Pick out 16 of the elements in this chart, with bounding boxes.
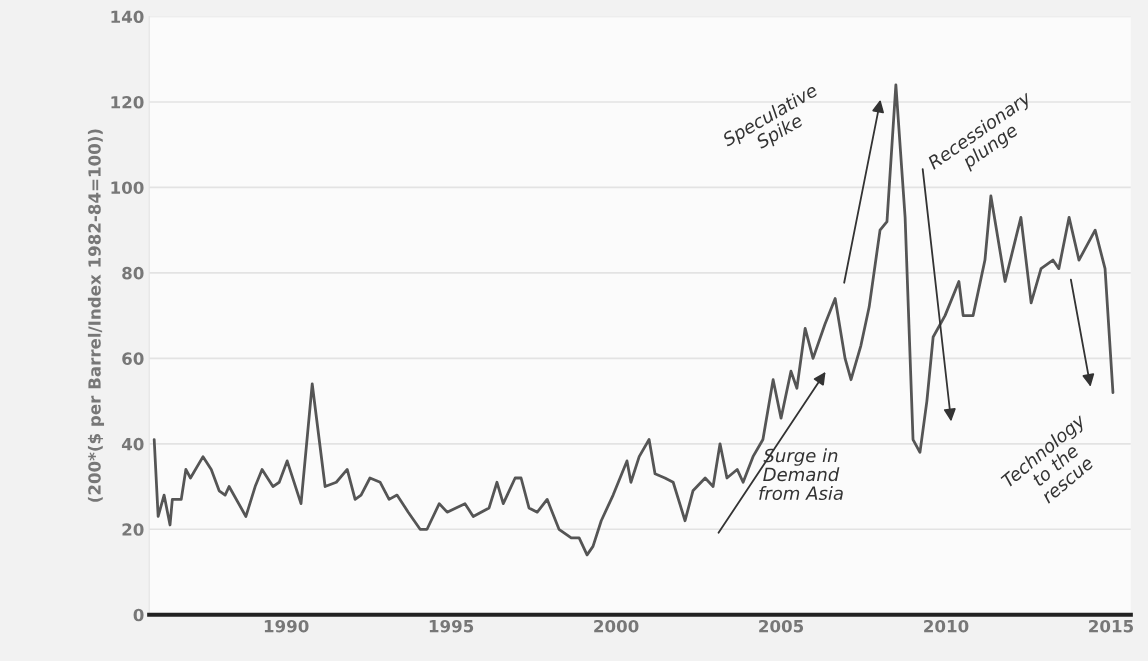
y-tick-label: 40	[121, 437, 144, 451]
y-tick-label: 20	[122, 523, 144, 536]
x-tick-label: 1990	[264, 619, 309, 633]
line-series	[152, 83, 1115, 557]
y-tick-label: 120	[111, 95, 144, 109]
x-tick-label: 2005	[759, 619, 804, 633]
y-tick-label: 0	[133, 608, 144, 622]
y-axis-title: (200*($ per Barrel/Index 1982-84=100))	[87, 129, 105, 502]
x-tick-label: 2000	[594, 619, 639, 633]
y-tick-label: 60	[122, 352, 144, 365]
y-tick-label: 100	[111, 181, 144, 195]
x-tick-label: 1995	[429, 619, 474, 633]
x-tick-label: 2015	[1089, 619, 1134, 633]
y-tick-label: 80	[122, 266, 144, 280]
x-tick-label: 2010	[924, 619, 969, 633]
y-tick-label: 140	[111, 10, 144, 24]
